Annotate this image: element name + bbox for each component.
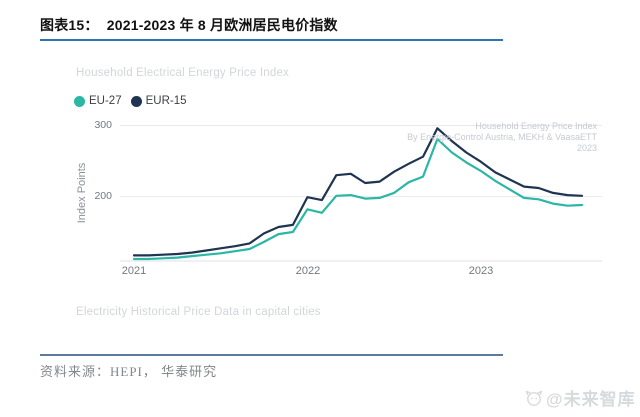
legend-label-eu27: EU-27: [89, 95, 122, 107]
chart-source-line3: 2023: [576, 143, 597, 153]
chart-source-line1: Household Energy Price Index: [475, 121, 597, 131]
zhiku-logo-icon: [525, 390, 543, 406]
x-tick-2021: 2021: [121, 265, 147, 277]
legend-dot-eur15-icon: [130, 95, 142, 107]
figure-title: 图表15： 2021-2023 年 8 月欧洲居民电价指数: [40, 15, 503, 41]
site-watermark: @未来智库: [524, 385, 636, 410]
chart-legend: EU-27 EUR-15: [74, 95, 187, 107]
footer-divider: [40, 354, 503, 356]
source-note: 资料来源：HEPI， 华泰研究: [40, 364, 218, 379]
chart-title: Household Electrical Energy Price Index: [76, 67, 289, 79]
chart-source-line2: By Energie-Control Austria, MEKH & Vaasa…: [407, 132, 597, 142]
chart-caption: Electricity Historical Price Data in cap…: [76, 306, 321, 318]
series-lines: [132, 127, 584, 261]
legend-dot-eu27-icon: [74, 95, 85, 107]
legend-item-eu27: EU-27: [74, 95, 122, 107]
series-line-eu-27: [132, 137, 584, 261]
y-tick-200: 200: [94, 190, 112, 202]
x-tick-2022: 2022: [295, 265, 321, 277]
site-watermark-text: @未来智库: [546, 390, 636, 409]
legend-label-eur15: EUR-15: [145, 95, 187, 107]
y-tick-300: 300: [94, 119, 112, 131]
legend-item-eur15: EUR-15: [130, 95, 187, 107]
chart-source-watermark: Household Energy Price Index By Energie-…: [360, 121, 597, 154]
x-tick-2023: 2023: [468, 265, 494, 277]
series-line-eur-15: [132, 127, 584, 257]
